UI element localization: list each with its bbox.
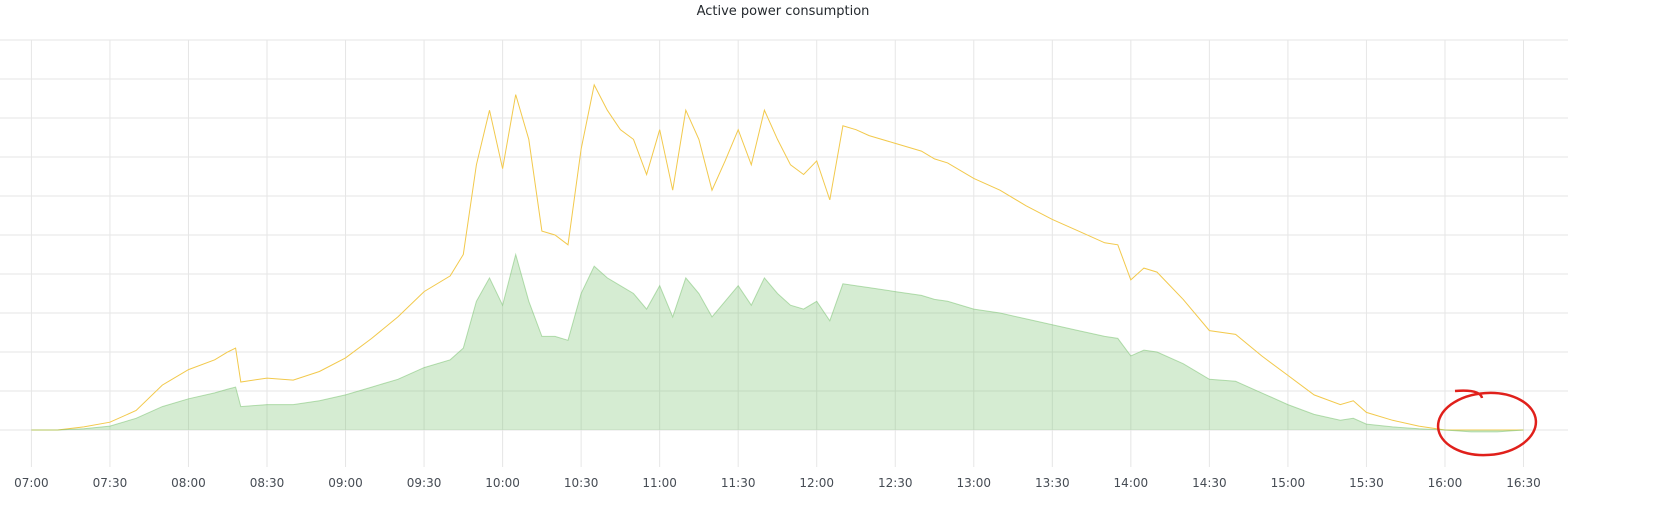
chart-title: Active power consumption — [697, 4, 870, 19]
annotation-circle — [1436, 391, 1538, 457]
x-tick-label: 12:30 — [878, 476, 913, 490]
x-tick-label: 11:00 — [642, 476, 677, 490]
plot — [31, 83, 1524, 433]
x-tick-label: 11:30 — [721, 476, 756, 490]
annotation-stroke — [1454, 389, 1484, 399]
x-tick-label: 16:00 — [1428, 476, 1463, 490]
x-tick-label: 07:00 — [14, 476, 49, 490]
x-tick-label: 08:30 — [250, 476, 285, 490]
x-tick-label: 15:00 — [1271, 476, 1306, 490]
x-tick-label: 08:00 — [171, 476, 206, 490]
x-tick-label: 16:30 — [1506, 476, 1541, 490]
x-tick-label: 09:30 — [407, 476, 442, 490]
x-tick-label: 10:00 — [485, 476, 520, 490]
x-tick-label: 10:30 — [564, 476, 599, 490]
x-tick-label: 13:00 — [956, 476, 991, 490]
x-tick-label: 14:30 — [1192, 476, 1227, 490]
series-line — [31, 83, 1524, 431]
grid — [0, 39, 1568, 467]
x-tick-label: 07:30 — [93, 476, 128, 490]
x-tick-label: 09:00 — [328, 476, 363, 490]
x-tick-label: 14:00 — [1114, 476, 1149, 490]
x-tick-label: 12:00 — [799, 476, 834, 490]
x-axis: 07:00 07:30 08:00 08:30 09:00 09:30 10:00 10:30… — [14, 476, 1541, 490]
series-area — [31, 254, 1524, 432]
x-tick-label: 13:30 — [1035, 476, 1070, 490]
series-line — [31, 252, 1524, 433]
x-tick-label: 15:30 — [1349, 476, 1384, 490]
